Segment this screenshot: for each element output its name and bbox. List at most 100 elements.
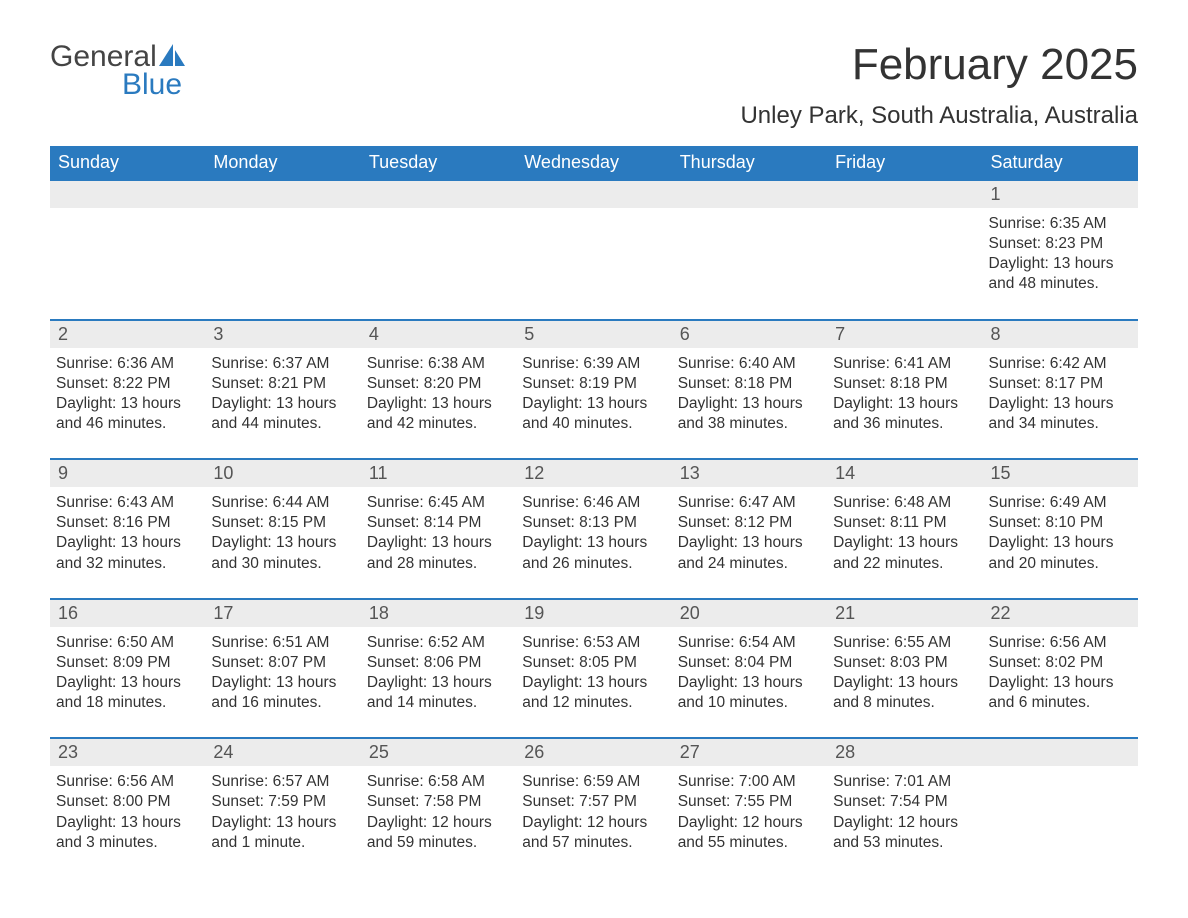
- daylight-text: Daylight: 13 hours and 34 minutes.: [989, 394, 1130, 434]
- day-number-cell: 3: [205, 320, 360, 348]
- day-number-cell: 7: [827, 320, 982, 348]
- day-number-cell: [827, 180, 982, 208]
- header: General Blue February 2025 Unley Park, S…: [50, 40, 1138, 138]
- daylight-text: Daylight: 13 hours and 8 minutes.: [833, 673, 974, 713]
- day-number-row: 16171819202122: [50, 599, 1138, 627]
- sunset-text: Sunset: 7:57 PM: [522, 792, 663, 812]
- sunset-text: Sunset: 7:59 PM: [211, 792, 352, 812]
- day-body-row: Sunrise: 6:50 AMSunset: 8:09 PMDaylight:…: [50, 627, 1138, 739]
- day-number-cell: 1: [983, 180, 1138, 208]
- day-body-cell: Sunrise: 6:40 AMSunset: 8:18 PMDaylight:…: [672, 348, 827, 460]
- sunrise-text: Sunrise: 6:52 AM: [367, 633, 508, 653]
- day-body-cell: [827, 208, 982, 320]
- day-number-cell: 19: [516, 599, 671, 627]
- title-block: February 2025 Unley Park, South Australi…: [740, 40, 1138, 138]
- day-body-cell: Sunrise: 6:54 AMSunset: 8:04 PMDaylight:…: [672, 627, 827, 739]
- sunset-text: Sunset: 8:17 PM: [989, 374, 1130, 394]
- day-body-cell: Sunrise: 6:52 AMSunset: 8:06 PMDaylight:…: [361, 627, 516, 739]
- day-body-row: Sunrise: 6:36 AMSunset: 8:22 PMDaylight:…: [50, 348, 1138, 460]
- weekday-header: Sunday: [50, 146, 205, 180]
- daylight-text: Daylight: 12 hours and 55 minutes.: [678, 813, 819, 853]
- sunrise-text: Sunrise: 6:57 AM: [211, 772, 352, 792]
- daylight-text: Daylight: 12 hours and 57 minutes.: [522, 813, 663, 853]
- day-body-cell: Sunrise: 6:41 AMSunset: 8:18 PMDaylight:…: [827, 348, 982, 460]
- sunrise-text: Sunrise: 6:55 AM: [833, 633, 974, 653]
- day-body-cell: Sunrise: 6:35 AMSunset: 8:23 PMDaylight:…: [983, 208, 1138, 320]
- daylight-text: Daylight: 13 hours and 28 minutes.: [367, 533, 508, 573]
- sunrise-text: Sunrise: 6:59 AM: [522, 772, 663, 792]
- daylight-text: Daylight: 13 hours and 24 minutes.: [678, 533, 819, 573]
- day-number-cell: [205, 180, 360, 208]
- daylight-text: Daylight: 13 hours and 16 minutes.: [211, 673, 352, 713]
- weekday-header: Saturday: [983, 146, 1138, 180]
- day-body-cell: Sunrise: 6:58 AMSunset: 7:58 PMDaylight:…: [361, 766, 516, 877]
- day-number-cell: 8: [983, 320, 1138, 348]
- sunrise-text: Sunrise: 7:01 AM: [833, 772, 974, 792]
- daylight-text: Daylight: 13 hours and 22 minutes.: [833, 533, 974, 573]
- daylight-text: Daylight: 12 hours and 53 minutes.: [833, 813, 974, 853]
- sunset-text: Sunset: 8:06 PM: [367, 653, 508, 673]
- sunset-text: Sunset: 8:12 PM: [678, 513, 819, 533]
- sunrise-text: Sunrise: 6:51 AM: [211, 633, 352, 653]
- daylight-text: Daylight: 13 hours and 14 minutes.: [367, 673, 508, 713]
- sunrise-text: Sunrise: 6:37 AM: [211, 354, 352, 374]
- sail-icon: [159, 44, 185, 66]
- day-body-cell: Sunrise: 6:42 AMSunset: 8:17 PMDaylight:…: [983, 348, 1138, 460]
- day-number-cell: 23: [50, 738, 205, 766]
- daylight-text: Daylight: 13 hours and 40 minutes.: [522, 394, 663, 434]
- day-number-row: 232425262728: [50, 738, 1138, 766]
- day-number-cell: 2: [50, 320, 205, 348]
- day-number-cell: 16: [50, 599, 205, 627]
- day-number-cell: 4: [361, 320, 516, 348]
- day-number-cell: 10: [205, 459, 360, 487]
- day-body-cell: Sunrise: 6:55 AMSunset: 8:03 PMDaylight:…: [827, 627, 982, 739]
- day-body-cell: Sunrise: 6:44 AMSunset: 8:15 PMDaylight:…: [205, 487, 360, 599]
- day-number-cell: [361, 180, 516, 208]
- day-body-row: Sunrise: 6:43 AMSunset: 8:16 PMDaylight:…: [50, 487, 1138, 599]
- daylight-text: Daylight: 13 hours and 6 minutes.: [989, 673, 1130, 713]
- day-body-cell: Sunrise: 6:53 AMSunset: 8:05 PMDaylight:…: [516, 627, 671, 739]
- sunset-text: Sunset: 8:15 PM: [211, 513, 352, 533]
- day-number-cell: 28: [827, 738, 982, 766]
- sunset-text: Sunset: 8:23 PM: [989, 234, 1130, 254]
- day-body-cell: Sunrise: 6:36 AMSunset: 8:22 PMDaylight:…: [50, 348, 205, 460]
- day-body-cell: Sunrise: 6:37 AMSunset: 8:21 PMDaylight:…: [205, 348, 360, 460]
- weekday-header: Friday: [827, 146, 982, 180]
- calendar-header: SundayMondayTuesdayWednesdayThursdayFrid…: [50, 146, 1138, 180]
- sunset-text: Sunset: 8:18 PM: [833, 374, 974, 394]
- day-number-cell: 15: [983, 459, 1138, 487]
- day-body-cell: Sunrise: 6:38 AMSunset: 8:20 PMDaylight:…: [361, 348, 516, 460]
- day-number-cell: 20: [672, 599, 827, 627]
- day-number-row: 9101112131415: [50, 459, 1138, 487]
- day-body-cell: Sunrise: 6:50 AMSunset: 8:09 PMDaylight:…: [50, 627, 205, 739]
- day-number-cell: 13: [672, 459, 827, 487]
- sunset-text: Sunset: 8:09 PM: [56, 653, 197, 673]
- day-number-cell: [672, 180, 827, 208]
- daylight-text: Daylight: 13 hours and 44 minutes.: [211, 394, 352, 434]
- daylight-text: Daylight: 13 hours and 48 minutes.: [989, 254, 1130, 294]
- location-text: Unley Park, South Australia, Australia: [740, 102, 1138, 130]
- sunrise-text: Sunrise: 6:36 AM: [56, 354, 197, 374]
- sunset-text: Sunset: 8:10 PM: [989, 513, 1130, 533]
- sunset-text: Sunset: 8:03 PM: [833, 653, 974, 673]
- sunset-text: Sunset: 8:11 PM: [833, 513, 974, 533]
- day-number-cell: 25: [361, 738, 516, 766]
- day-number-cell: 26: [516, 738, 671, 766]
- calendar-table: SundayMondayTuesdayWednesdayThursdayFrid…: [50, 146, 1138, 877]
- day-body-cell: Sunrise: 6:48 AMSunset: 8:11 PMDaylight:…: [827, 487, 982, 599]
- day-number-cell: 24: [205, 738, 360, 766]
- weekday-header: Thursday: [672, 146, 827, 180]
- page-title: February 2025: [740, 40, 1138, 90]
- daylight-text: Daylight: 13 hours and 30 minutes.: [211, 533, 352, 573]
- sunrise-text: Sunrise: 6:53 AM: [522, 633, 663, 653]
- day-body-cell: [983, 766, 1138, 877]
- day-body-cell: [672, 208, 827, 320]
- day-number-cell: [50, 180, 205, 208]
- day-body-cell: [516, 208, 671, 320]
- sunset-text: Sunset: 8:19 PM: [522, 374, 663, 394]
- sunrise-text: Sunrise: 6:54 AM: [678, 633, 819, 653]
- day-body-cell: Sunrise: 6:43 AMSunset: 8:16 PMDaylight:…: [50, 487, 205, 599]
- day-body-cell: Sunrise: 6:39 AMSunset: 8:19 PMDaylight:…: [516, 348, 671, 460]
- sunset-text: Sunset: 8:02 PM: [989, 653, 1130, 673]
- daylight-text: Daylight: 13 hours and 18 minutes.: [56, 673, 197, 713]
